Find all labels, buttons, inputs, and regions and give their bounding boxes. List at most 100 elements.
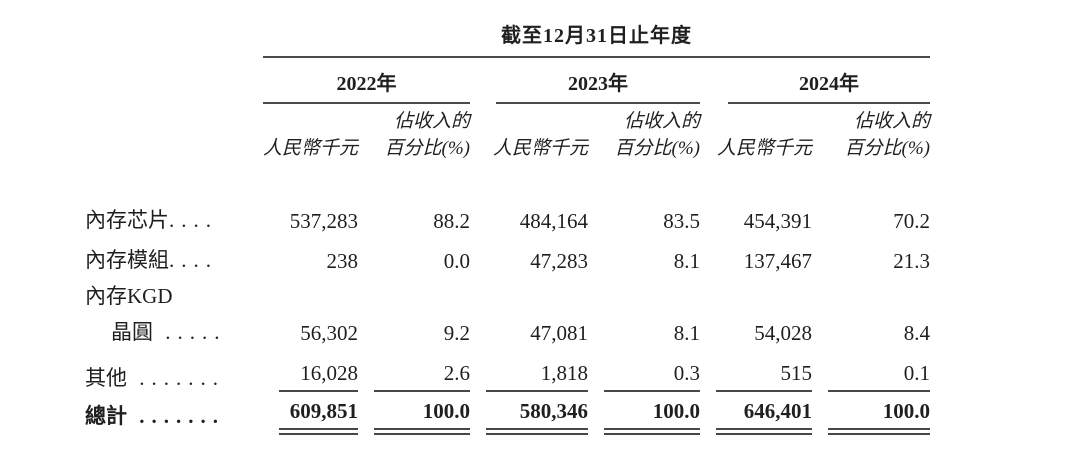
title-spacer-cell <box>85 18 263 57</box>
table-cell <box>470 280 588 316</box>
cell-value: 8.4 <box>903 321 930 345</box>
row-label-memory-chips: 內存芯片.... <box>85 200 263 240</box>
cell-value: 137,467 <box>743 249 812 273</box>
table-row-memory-modules: 內存模組.... 238 0.0 47,283 8.1 137,467 21.3 <box>85 240 930 280</box>
table-cell: 8.4 <box>812 316 930 352</box>
leader-dots: ....... <box>127 404 225 428</box>
table-cell: 646,401 <box>700 394 812 438</box>
cell-value: 21.3 <box>893 249 930 273</box>
table-cell: 2.6 <box>358 352 470 394</box>
table-row-wafers: 晶圓 ..... 56,302 9.2 47,081 8.1 54,028 8.… <box>85 316 930 352</box>
table-cell: 454,391 <box>700 200 812 240</box>
cell-value: 16,028 <box>279 361 358 392</box>
leader-dots: ..... <box>153 320 227 344</box>
year-header-2024: 2024年 <box>728 58 930 104</box>
row-label-total: 總計 ....... <box>85 394 263 438</box>
year-header-2022: 2022年 <box>263 58 470 104</box>
table-title-row: 截至12月31日止年度 <box>85 18 930 58</box>
cell-value: 83.5 <box>663 209 700 233</box>
table-cell: 16,028 <box>263 352 358 394</box>
cell-value: 515 <box>716 361 812 392</box>
cell-value: 484,164 <box>519 209 588 233</box>
cell-value: 1,818 <box>486 361 588 392</box>
spacer-row <box>85 172 930 200</box>
table-cell <box>588 280 700 316</box>
table-cell: 47,081 <box>470 316 588 352</box>
table-cell: 1,818 <box>470 352 588 394</box>
revenue-breakdown-table: 截至12月31日止年度 2022年 2023年 2024年 人民幣千元 佔收入的… <box>85 18 930 438</box>
cell-value: 2.6 <box>374 361 470 392</box>
table-cell: 54,028 <box>700 316 812 352</box>
cell-value: 0.0 <box>443 249 470 273</box>
pct-header-line2: 百分比(%) <box>384 138 470 160</box>
pct-header-line1: 佔收入的 <box>393 110 470 132</box>
cell-value: 9.2 <box>443 321 470 345</box>
table-cell: 47,283 <box>470 240 588 280</box>
pct-header-line1: 佔收入的 <box>853 110 930 132</box>
row-label-text: 內存KGD <box>85 284 173 308</box>
leader-dots: .... <box>169 248 218 272</box>
row-label-text: 總計 <box>85 404 127 428</box>
row-label-wafers: 晶圓 ..... <box>85 316 263 352</box>
subhead-spacer-cell <box>85 104 263 172</box>
table-cell <box>263 280 358 316</box>
table-cell <box>700 280 812 316</box>
row-label-memory-modules: 內存模組.... <box>85 240 263 280</box>
table-row-others: 其他 ....... 16,028 2.6 1,818 0.3 515 0.1 <box>85 352 930 394</box>
cell-value: 100.0 <box>374 399 470 435</box>
row-label-text: 晶圓 <box>111 320 153 344</box>
col-header-pct-2024: 佔收入的百分比(%) <box>812 104 930 172</box>
table-cell: 238 <box>263 240 359 280</box>
table-cell: 0.3 <box>588 352 700 394</box>
row-label-others: 其他 ....... <box>85 352 263 394</box>
row-label-text: 內存芯片 <box>85 208 169 232</box>
cell-value: 580,346 <box>486 399 588 435</box>
cell-value: 70.2 <box>893 209 930 233</box>
table-row-total: 總計 ....... 609,851 100.0 580,346 100.0 6… <box>85 394 930 438</box>
table-cell: 0.1 <box>812 352 930 394</box>
col-header-rmb-2022: 人民幣千元 <box>263 138 359 160</box>
cell-value: 646,401 <box>716 399 812 435</box>
pct-header-line1: 佔收入的 <box>623 110 700 132</box>
table-cell: 88.2 <box>358 200 470 240</box>
cell-value: 0.3 <box>604 361 700 392</box>
table-cell: 100.0 <box>588 394 700 438</box>
table-cell: 100.0 <box>358 394 470 438</box>
cell-value: 8.1 <box>673 249 700 273</box>
cell-value: 88.2 <box>433 209 470 233</box>
year-header-2022-cell: 2022年 <box>263 57 470 104</box>
table-cell: 484,164 <box>470 200 588 240</box>
table-cell: 515 <box>700 352 812 394</box>
cell-value: 100.0 <box>604 399 700 435</box>
row-label-text: 其他 <box>85 366 127 390</box>
pct-header-line2: 百分比(%) <box>614 138 700 160</box>
table-cell: 83.5 <box>588 200 700 240</box>
row-label-text: 內存模組 <box>85 248 169 272</box>
cell-value: 47,081 <box>530 321 588 345</box>
table-cell: 0.0 <box>358 240 470 280</box>
table-cell: 56,302 <box>263 316 358 352</box>
pct-header-line2: 百分比(%) <box>844 138 930 160</box>
cell-value: 100.0 <box>828 399 930 435</box>
cell-value: 8.1 <box>673 321 700 345</box>
cell-value: 54,028 <box>754 321 812 345</box>
table-cell: 580,346 <box>470 394 588 438</box>
year-header-2024-cell: 2024年 <box>700 57 930 104</box>
table-cell: 8.1 <box>588 240 700 280</box>
table-cell: 21.3 <box>812 240 930 280</box>
year-header-2023-cell: 2023年 <box>470 57 700 104</box>
cell-value: 0.1 <box>828 361 930 392</box>
column-header-row: 人民幣千元 佔收入的 百分比(%) 人民幣千元 佔收入的 百分比(%) 人民幣千元 … <box>85 104 930 172</box>
year-header-row: 2022年 2023年 2024年 <box>85 57 930 104</box>
year-header-2023: 2023年 <box>496 58 700 104</box>
table-row-memory-chips: 內存芯片.... 537,283 88.2 484,164 83.5 454,3… <box>85 200 930 240</box>
table-cell: 8.1 <box>588 316 700 352</box>
table-cell: 9.2 <box>358 316 470 352</box>
table-cell <box>358 280 470 316</box>
cell-value: 238 <box>326 249 359 273</box>
cell-value: 609,851 <box>279 399 358 435</box>
col-header-rmb-2023: 人民幣千元 <box>492 138 588 160</box>
col-header-rmb-2024: 人民幣千元 <box>716 138 812 160</box>
cell-value: 537,283 <box>289 209 358 233</box>
